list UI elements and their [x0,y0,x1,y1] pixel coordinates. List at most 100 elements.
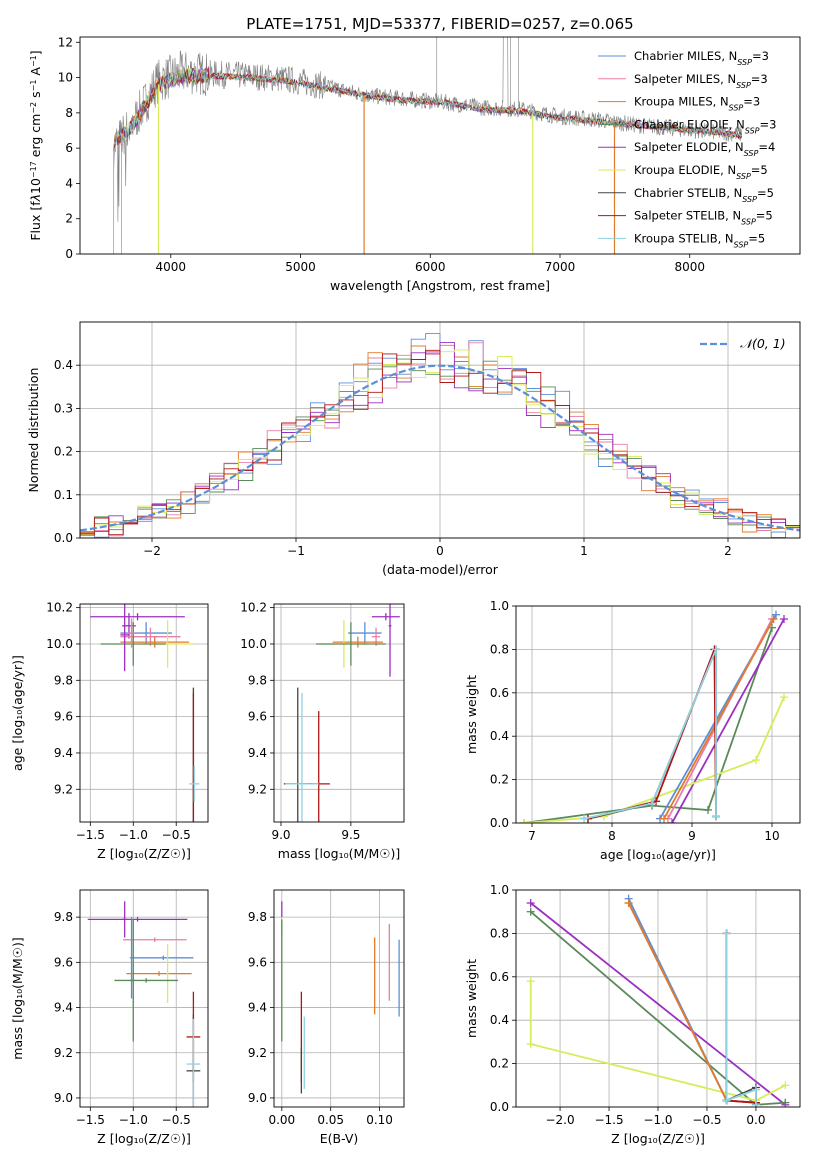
axes-frame [79,889,209,1108]
y-tick-label: 8 [65,106,73,120]
axes-frame [79,603,209,823]
y-tick-label: 0.0 [54,531,73,545]
x-tick-label: −2 [143,544,161,558]
x-axis-label: Z [log₁₀(Z/Z☉)] [97,846,191,861]
error-bar-plot-area [87,901,201,1107]
y-tick-label: 9.4 [248,1001,267,1015]
legend-label: Salpeter STELIB, NSSP=5 [634,209,773,227]
histogram-plot-area [80,333,800,538]
metallicity-age-panel: −1.5 −1.0 −0.5 9.2 9.4 9.6 9.8 10.0 10.2 Z [log₁₀… [10,601,209,861]
mass-weight-age-panel: 7 8 9 10 0.0 0.2 0.4 0.6 0.8 1.0 age [log₁₀(age/yr… [464,599,801,862]
y-tick-label: 10.0 [46,637,73,651]
mass-weight-metallicity-panel: −2.0 −1.5 −1.0 −0.5 0.0 0.0 0.2 0.4 0.6 0.8 1.0 Z [… [464,883,801,1146]
weight-series-line [587,649,717,820]
y-axis-label: mass weight [464,959,479,1038]
y-tick-label: 0.2 [54,445,73,459]
y-tick-label: 10.2 [240,601,267,615]
legend-label: 𝒩(0, 1) [740,336,786,351]
x-axis-label: (data-model)/error [382,562,499,577]
y-tick-label: 0.4 [490,1013,509,1027]
figure-title: PLATE=1751, MJD=53377, FIBERID=0257, z=0… [246,15,633,33]
y-tick-label: 9.8 [248,910,267,924]
y-axis-label: Normed distribution [26,368,41,493]
y-tick-label: 9.8 [54,910,73,924]
axes-frame [273,889,405,1108]
y-tick-label: 9.0 [248,1091,267,1105]
spectrum-panel: 4000 5000 6000 7000 8000 0 2 4 6 8 10 12 wavelength … [28,35,801,293]
error-bar-plot-area [283,604,400,822]
reddening-mass-panel: 0.00 0.05 0.10 9.0 9.2 9.4 9.6 9.8 E(B-V) [248,889,405,1146]
axes-frame [515,889,801,1108]
y-tick-label: 0.8 [490,642,509,656]
x-tick-label: 7000 [545,260,576,274]
y-tick-label: 0.0 [490,1100,509,1114]
y-tick-label: 9.4 [248,746,267,760]
weight-series-line [671,618,785,823]
y-tick-label: 9.2 [248,1046,267,1060]
legend-label: Salpeter MILES, NSSP=3 [634,72,768,90]
x-tick-label: −0.5 [162,828,191,842]
mass-age-panel: 9.0 9.5 9.2 9.4 9.6 9.8 10.0 10.2 mass [log₁₀(M/… [240,601,405,861]
y-tick-label: 9.6 [54,710,73,724]
weight-series-line [725,933,757,1105]
y-tick-label: 9.4 [54,746,73,760]
model-spectrum-line [113,67,742,151]
y-tick-label: 9.2 [54,1046,73,1060]
x-tick-label: 0 [436,544,444,558]
x-tick-label: 10 [764,829,779,843]
axes-frame [515,605,801,824]
y-tick-label: 0.6 [490,686,509,700]
legend-label: Salpeter ELODIE, NSSP=4 [634,140,775,158]
x-axis-label: E(B-V) [320,1131,359,1146]
y-tick-label: 0.1 [54,488,73,502]
error-bar-plot-area [90,604,200,822]
weight-series-line [530,902,786,1106]
y-tick-label: 0.4 [54,358,73,372]
x-tick-label: 2 [724,544,732,558]
x-tick-label: 0.00 [268,1113,295,1127]
weight-series-line [529,981,786,1102]
legend-label: Chabrier ELODIE, NSSP=3 [634,117,776,135]
y-tick-label: 10 [58,71,73,85]
legend-label: Kroupa MILES, NSSP=3 [634,95,760,113]
x-tick-label: −1.5 [594,1113,623,1127]
y-tick-label: 10.2 [46,601,73,615]
x-axis-label: age [log₁₀(age/yr)] [600,847,716,862]
y-tick-label: 0.4 [490,729,509,743]
weight-series-line [523,627,773,823]
residual-histogram-panel: −2 −1 0 1 2 0.0 0.1 0.2 0.3 0.4 (data-model)/error… [26,321,801,577]
y-tick-label: 4 [65,176,73,190]
x-tick-label: 0.10 [366,1113,393,1127]
y-tick-label: 9.2 [54,782,73,796]
x-tick-label: 9.5 [341,828,360,842]
y-tick-label: 9.4 [54,1001,73,1015]
spectrum-plot-area [113,37,742,254]
x-tick-label: 8000 [674,260,705,274]
x-tick-label: −1 [287,544,305,558]
axes-frame [79,321,801,539]
y-tick-label: 0.0 [490,816,509,830]
normal-distribution-curve [80,364,800,532]
x-tick-label: −1.5 [76,828,105,842]
x-tick-label: 1 [580,544,588,558]
y-tick-label: 9.6 [248,955,267,969]
x-tick-label: −1.5 [76,1113,105,1127]
x-axis-label: wavelength [Angstrom, rest frame] [330,278,550,293]
x-tick-label: 0.05 [317,1113,344,1127]
x-tick-label: −1.0 [119,1113,148,1127]
y-tick-label: 0.2 [490,773,509,787]
weight-series-line [627,898,756,1104]
weight-series-line [583,649,717,820]
x-axis-label: mass [log₁₀(M/M☉)] [278,846,400,861]
x-tick-label: −2.0 [545,1113,574,1127]
metallicity-mass-panel: −1.5 −1.0 −0.5 9.0 9.2 9.4 9.6 9.8 Z [log₁₀(Z/Z☉… [10,889,209,1146]
spectrum-legend: Chabrier MILES, NSSP=3 Salpeter MILES, NS… [598,49,776,249]
y-tick-label: 9.8 [248,673,267,687]
y-tick-label: 9.0 [54,1091,73,1105]
y-tick-label: 9.6 [248,710,267,724]
x-tick-label: −1.0 [119,828,148,842]
y-tick-label: 12 [58,35,73,49]
weight-series-line [663,618,775,820]
model-spectrum-line [113,68,742,151]
